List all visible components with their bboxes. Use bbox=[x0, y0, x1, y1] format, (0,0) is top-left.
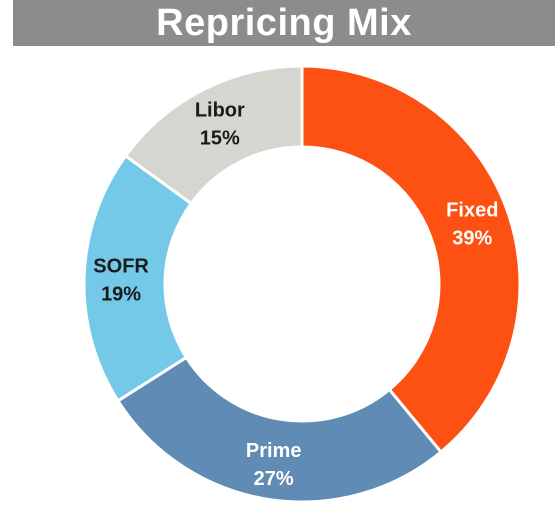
slice-value-sofr: 19% bbox=[101, 283, 141, 305]
slice-label-libor: Libor bbox=[195, 100, 245, 122]
slice-value-fixed: 39% bbox=[452, 228, 492, 250]
slice-value-prime: 27% bbox=[254, 468, 294, 490]
slice-sofr bbox=[82, 153, 194, 403]
slice-label-fixed: Fixed bbox=[446, 200, 498, 222]
slice-fixed bbox=[300, 64, 522, 455]
slice-value-libor: 15% bbox=[200, 128, 240, 150]
title-bar: Repricing Mix bbox=[13, 0, 555, 46]
slice-label-sofr: SOFR bbox=[93, 255, 149, 277]
chart-title: Repricing Mix bbox=[156, 2, 412, 44]
slice-prime bbox=[115, 355, 444, 504]
slice-libor bbox=[123, 64, 304, 206]
slice-label-prime: Prime bbox=[246, 440, 302, 462]
